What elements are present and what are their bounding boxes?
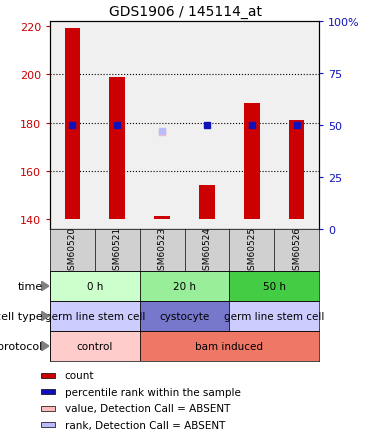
Bar: [289, 121, 305, 220]
Bar: [50, 271, 140, 301]
Text: percentile rank within the sample: percentile rank within the sample: [65, 387, 240, 397]
Text: GSM60521: GSM60521: [113, 226, 122, 275]
Bar: [41, 406, 55, 411]
Bar: [50, 301, 140, 331]
Text: bam induced: bam induced: [196, 341, 263, 351]
Text: protocol: protocol: [0, 341, 43, 351]
Bar: [50, 331, 140, 361]
Text: count: count: [65, 370, 94, 380]
Text: GSM60520: GSM60520: [68, 226, 77, 275]
Text: 20 h: 20 h: [173, 281, 196, 291]
Text: rank, Detection Call = ABSENT: rank, Detection Call = ABSENT: [65, 420, 225, 430]
Text: germ line stem cell: germ line stem cell: [45, 311, 145, 321]
Bar: [41, 389, 55, 395]
Text: cell type: cell type: [0, 311, 43, 321]
Bar: [199, 186, 215, 220]
Text: cystocyte: cystocyte: [160, 311, 210, 321]
Bar: [154, 216, 170, 220]
Bar: [140, 271, 229, 301]
Bar: [229, 271, 319, 301]
Bar: [244, 104, 260, 220]
Bar: [41, 373, 55, 378]
Bar: [65, 29, 81, 220]
Bar: [229, 301, 319, 331]
Polygon shape: [41, 311, 49, 322]
Text: GSM60524: GSM60524: [203, 226, 211, 275]
Bar: [41, 422, 55, 427]
Bar: [140, 331, 319, 361]
Polygon shape: [41, 341, 49, 352]
Text: 50 h: 50 h: [263, 281, 286, 291]
Bar: [109, 77, 125, 220]
Text: value, Detection Call = ABSENT: value, Detection Call = ABSENT: [65, 403, 230, 413]
Text: germ line stem cell: germ line stem cell: [224, 311, 324, 321]
Text: GSM60526: GSM60526: [292, 226, 301, 275]
Text: 0 h: 0 h: [87, 281, 103, 291]
Text: time: time: [17, 281, 43, 291]
Text: GDS1906 / 145114_at: GDS1906 / 145114_at: [109, 5, 262, 19]
Bar: [140, 301, 229, 331]
Text: control: control: [77, 341, 113, 351]
Polygon shape: [41, 281, 49, 292]
Text: GSM60525: GSM60525: [247, 226, 256, 275]
Text: GSM60523: GSM60523: [158, 226, 167, 275]
